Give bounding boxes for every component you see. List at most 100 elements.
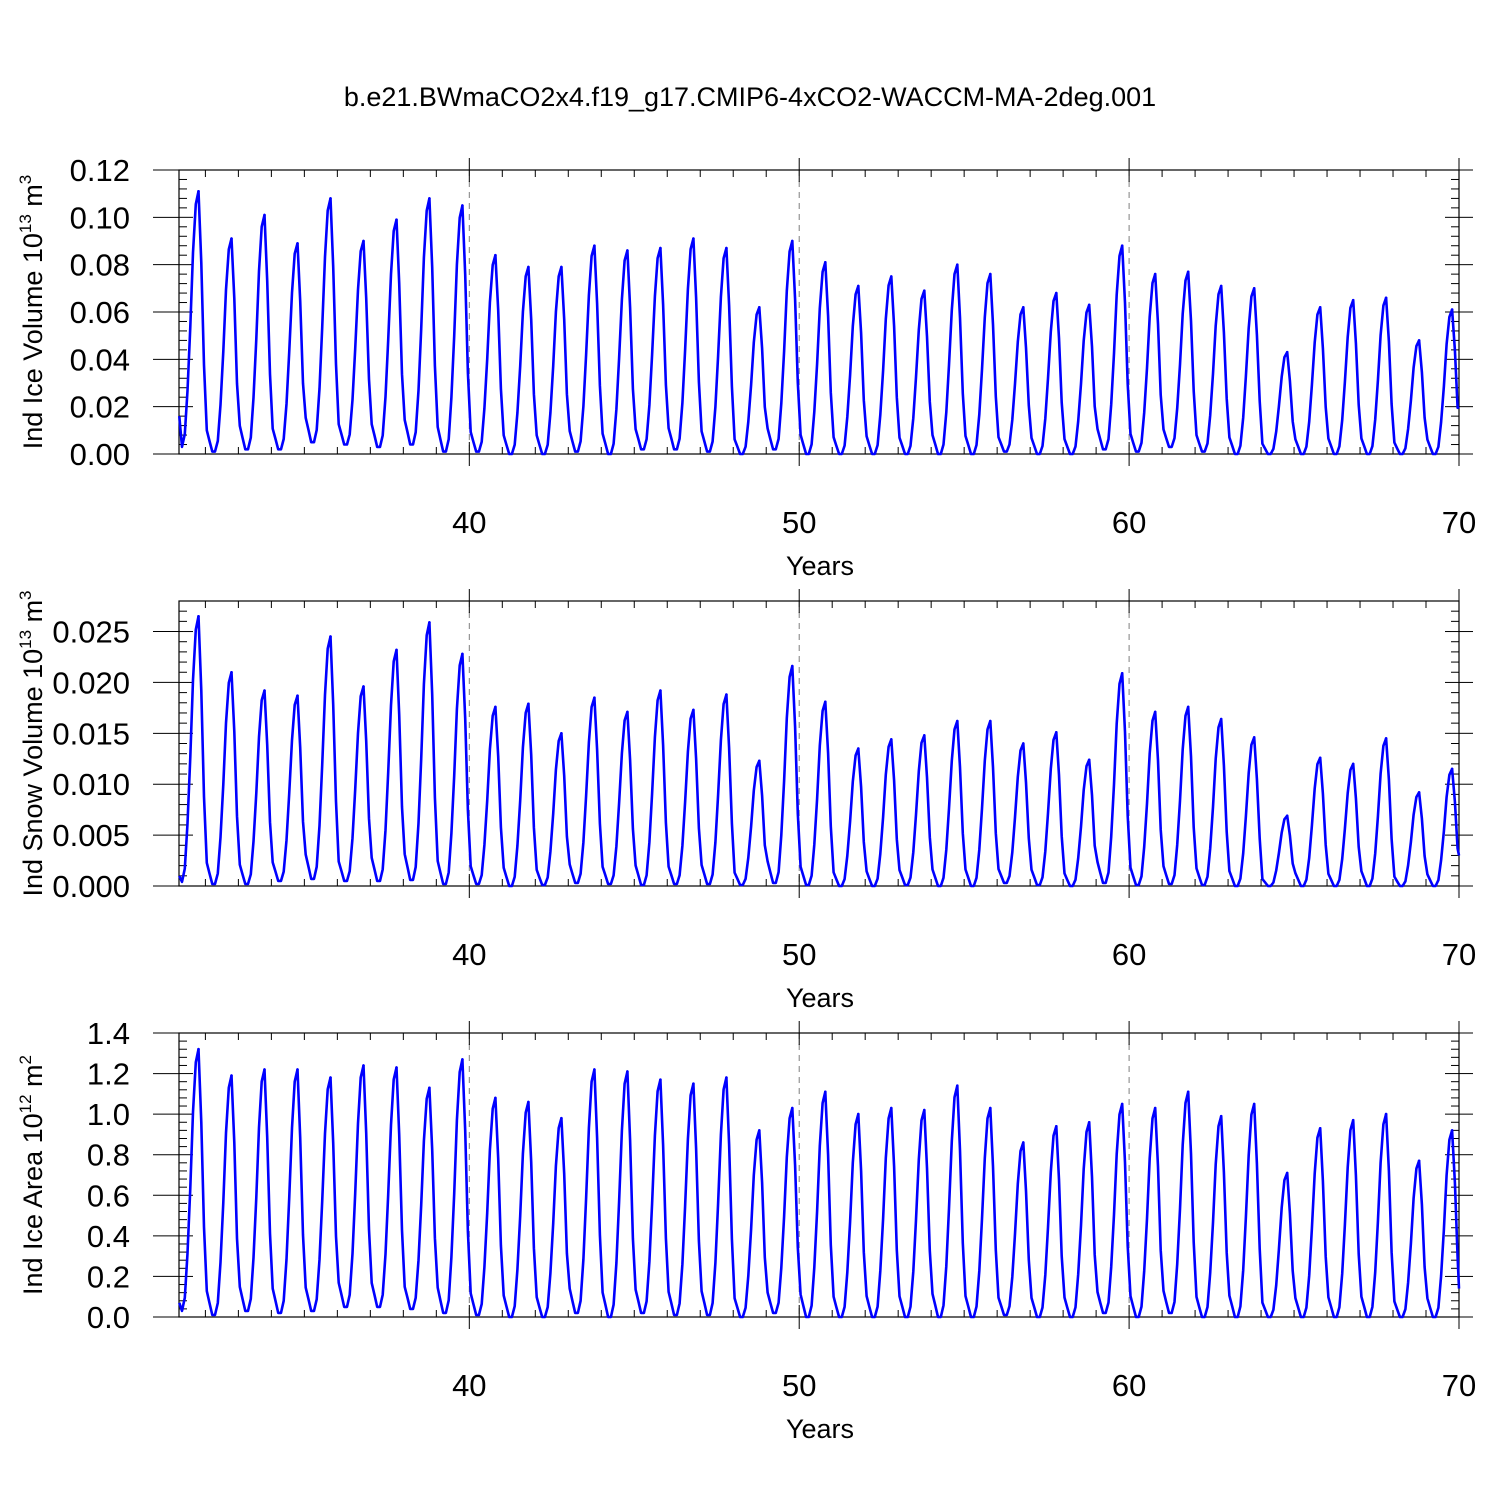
- data-point-peak: [263, 213, 266, 217]
- data-point-peak: [659, 1078, 662, 1081]
- data-point-peak: [296, 694, 299, 697]
- y-axis-label-unit-exponent: 2: [16, 1055, 35, 1064]
- data-point-peak: [692, 1082, 695, 1085]
- x-tick-label: 50: [782, 1368, 816, 1403]
- data-point-peak: [329, 1076, 332, 1079]
- data-point-peak: [1087, 1121, 1091, 1124]
- data-point-peak: [230, 237, 233, 240]
- data-point-peak: [824, 700, 827, 704]
- data-point-peak: [1153, 710, 1157, 714]
- x-tick-label: 60: [1112, 505, 1146, 540]
- y-tick-label: 0.010: [52, 767, 130, 802]
- data-point-peak: [1252, 287, 1256, 290]
- data-point-peak: [1285, 350, 1289, 354]
- data-point-peak: [791, 664, 794, 668]
- data-point-peak: [461, 204, 464, 207]
- data-point-peak: [692, 708, 695, 712]
- data-point-peak: [1022, 306, 1025, 309]
- data-point-peak: [989, 1106, 992, 1110]
- data-point-peak: [461, 652, 464, 656]
- y-tick-label: 1.0: [87, 1097, 130, 1132]
- data-point-peak: [1153, 1106, 1157, 1110]
- data-point-peak: [494, 705, 497, 709]
- y-tick-label: 1.2: [87, 1057, 130, 1092]
- data-point-peak: [263, 689, 266, 692]
- series-line-ice-volume: [178, 190, 1460, 456]
- data-point-peak: [692, 237, 695, 240]
- data-point-peak: [791, 1106, 794, 1110]
- data-point-peak: [824, 261, 827, 264]
- y-axis-label-exponent: 13: [16, 214, 35, 233]
- data-point-peak: [857, 747, 860, 750]
- data-point-peak: [1318, 756, 1322, 760]
- data-point-peak: [1055, 1125, 1058, 1128]
- data-point-peak: [494, 1096, 497, 1100]
- x-tick-label: 50: [782, 937, 816, 972]
- data-point-peak: [1252, 736, 1256, 739]
- data-point-peak: [197, 615, 200, 618]
- data-point-peak: [1318, 306, 1322, 309]
- data-point-peak: [1219, 717, 1223, 721]
- panel-ice-area: 0.0 0.2 0.4 0.6 0.8 1.0 1.2 1.4 40 50 60 70 Years Ind…: [16, 1016, 1476, 1444]
- data-point-peak: [362, 239, 365, 243]
- x-tick-label: 70: [1442, 1368, 1476, 1403]
- data-point-peak: [296, 242, 299, 245]
- data-point-peak: [626, 249, 629, 252]
- y-tick-label: 0.00: [70, 437, 130, 472]
- y-tick-label: 0.025: [52, 615, 130, 650]
- data-point-peak: [923, 734, 926, 737]
- x-axis-label: Years: [786, 983, 854, 1013]
- data-point-peak: [395, 648, 398, 652]
- data-point-peak: [857, 1112, 860, 1116]
- data-point-peak: [1055, 291, 1058, 295]
- y-tick-label: 0.8: [87, 1138, 130, 1173]
- x-axis-label: Years: [786, 551, 854, 581]
- x-tick-label: 40: [452, 937, 486, 972]
- data-point-peak: [230, 1074, 233, 1077]
- data-point-peak: [758, 306, 761, 309]
- data-point-peak: [1384, 1112, 1388, 1116]
- data-point-peak: [395, 1066, 398, 1069]
- data-point-peak: [626, 710, 629, 714]
- y-tick-label: 1.4: [87, 1016, 130, 1051]
- data-point-peak: [1087, 303, 1091, 307]
- figure-title: b.e21.BWmaCO2x4.f19_g17.CMIP6-4xCO2-WACC…: [344, 82, 1156, 112]
- data-point-peak: [593, 696, 596, 699]
- y-axis-label-text: Ind Ice Area 10: [18, 1113, 48, 1295]
- data-point-peak: [329, 197, 332, 200]
- data-point-peak: [1417, 339, 1421, 342]
- data-point-peak: [1022, 742, 1025, 745]
- data-point-peak: [956, 263, 959, 267]
- data-point-peak: [989, 272, 992, 276]
- data-point-peak: [1120, 244, 1124, 247]
- y-axis-label-exponent: 12: [16, 1094, 35, 1113]
- y-tick-label: 0.08: [70, 248, 130, 283]
- data-point-peak: [626, 1070, 629, 1073]
- data-point-peak: [1450, 767, 1454, 771]
- data-point-peak: [329, 635, 332, 638]
- x-axis-label: Years: [786, 1414, 854, 1444]
- data-point-peak: [1450, 308, 1454, 311]
- data-point-peak: [527, 265, 530, 269]
- data-point-peak: [560, 732, 563, 735]
- x-tick-label: 70: [1442, 937, 1476, 972]
- data-point-peak: [1285, 814, 1289, 818]
- data-point-peak: [890, 1106, 893, 1110]
- data-point-peak: [857, 284, 860, 288]
- data-point-peak: [494, 253, 497, 257]
- data-point-peak: [395, 218, 398, 221]
- data-point-peak: [362, 1064, 365, 1067]
- data-point-peak: [1219, 1114, 1223, 1118]
- data-point-peak: [956, 719, 959, 723]
- data-point-peak: [923, 1108, 926, 1112]
- data-point-peak: [989, 719, 992, 723]
- data-point-peak: [890, 275, 893, 278]
- data-point-peak: [725, 1076, 728, 1079]
- y-tick-label: 0.6: [87, 1178, 130, 1213]
- plot-frame: [178, 600, 1460, 887]
- data-point-peak: [659, 246, 662, 250]
- series-line-ice-area: [178, 1047, 1461, 1319]
- y-tick-label: 0.000: [52, 869, 130, 904]
